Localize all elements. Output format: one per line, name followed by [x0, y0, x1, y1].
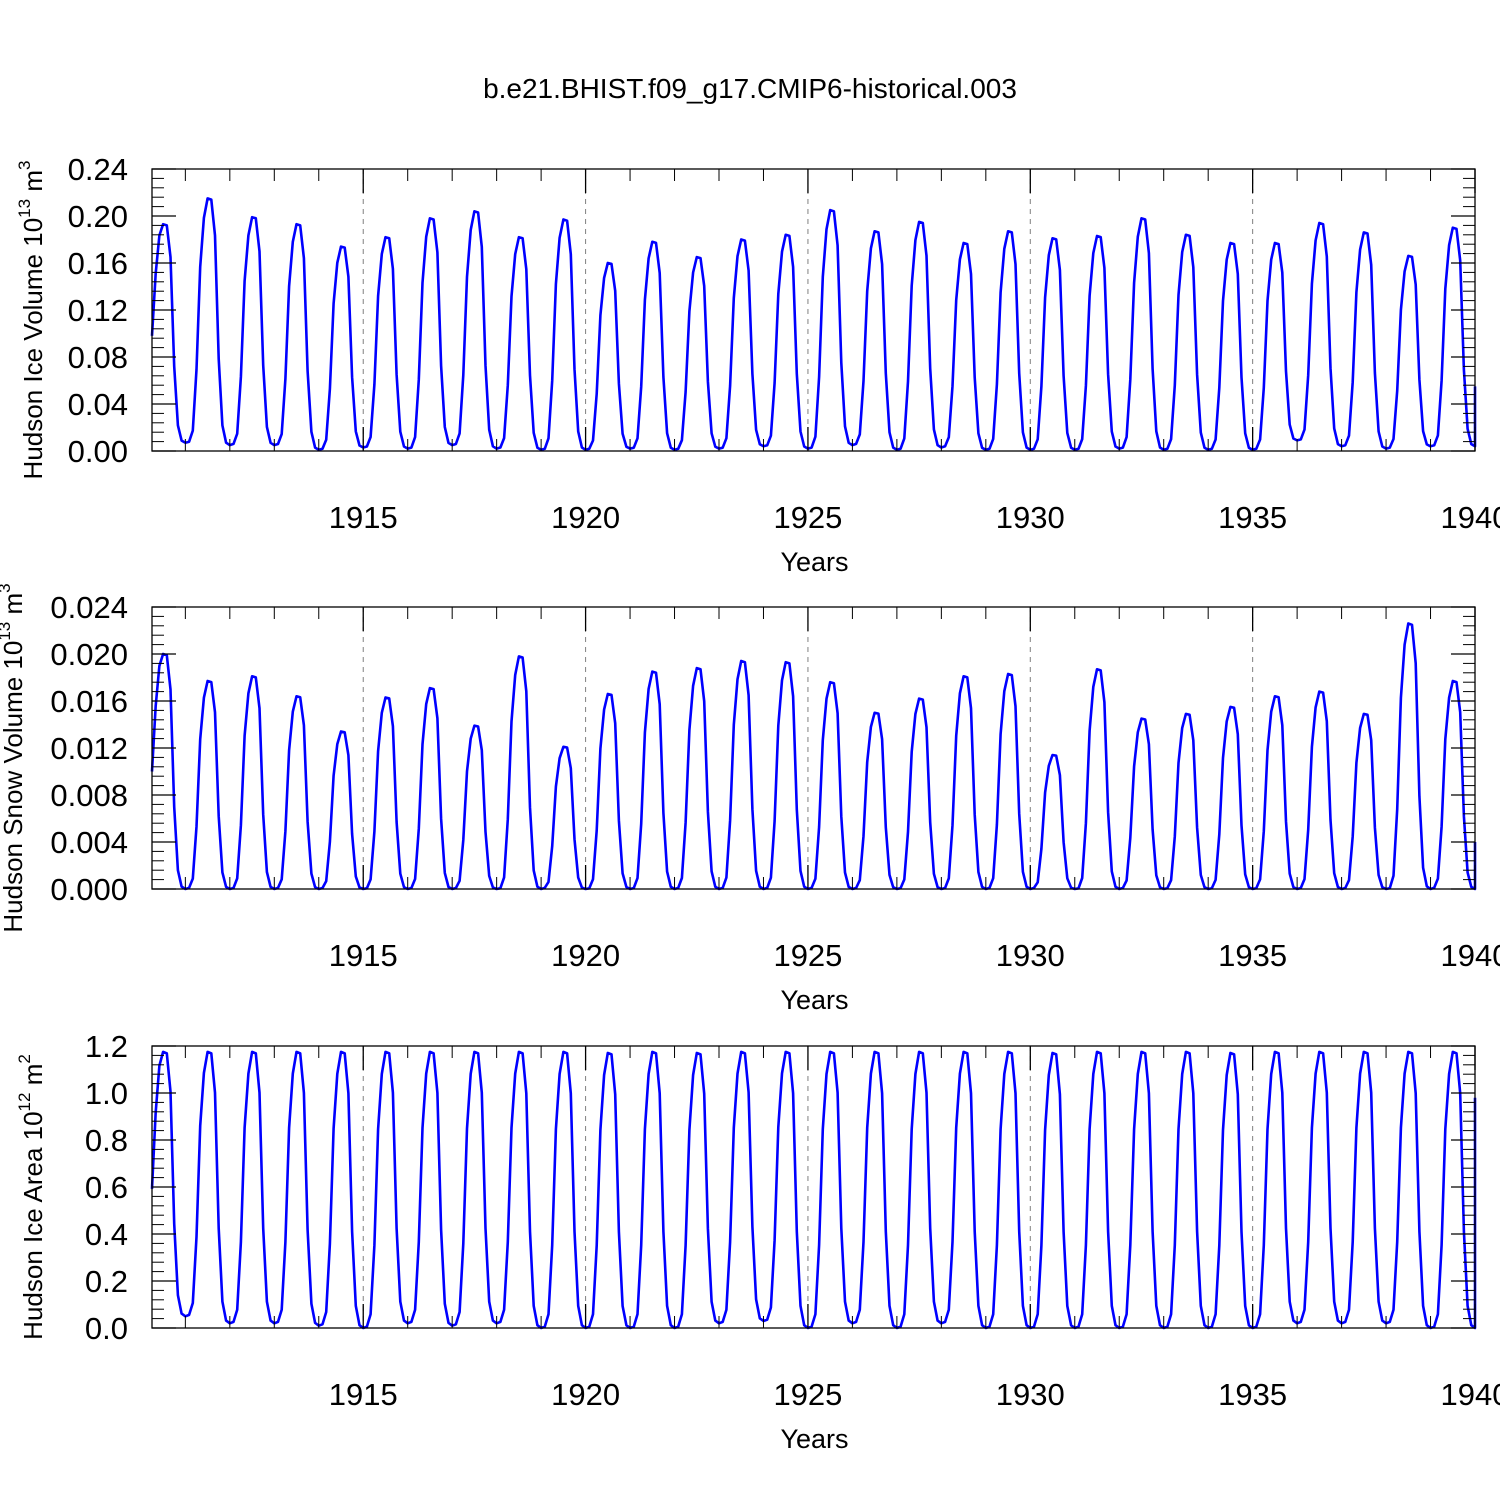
x-tick-label: 1925: [773, 1377, 842, 1412]
panel-snow-volume: 0.000 0.004 0.008 0.012 0.016 0.020 0.024 1915 1…: [0, 583, 1500, 1015]
y-tick-label: 0.8: [85, 1123, 128, 1158]
y-axis-label-text: m: [18, 170, 48, 199]
y-axis-label-superscript: 2: [15, 1054, 34, 1063]
x-tick-label: 1915: [329, 500, 398, 535]
x-tick-label: 1915: [329, 1377, 398, 1412]
x-tick-label: 1935: [1218, 500, 1287, 535]
x-tick-label: 1940: [1441, 938, 1500, 973]
x-tick-label: 1935: [1218, 1377, 1287, 1412]
x-tick-label: 1935: [1218, 938, 1287, 973]
panel-ice-volume: 0.00 0.04 0.08 0.12 0.16 0.20 0.24 1915 1920 1925…: [15, 152, 1500, 577]
y-tick-label: 0.20: [68, 199, 128, 234]
x-tick-label: 1925: [773, 500, 842, 535]
x-axis-label: Years: [780, 985, 848, 1015]
x-tick-label: 1930: [996, 938, 1065, 973]
y-tick-label: 0.12: [68, 293, 128, 328]
y-tick-label: 0.08: [68, 340, 128, 375]
y-axis-label-text: Hudson Snow Volume 10: [0, 641, 28, 933]
panel-ice-area: 0.0 0.2 0.4 0.6 0.8 1.0 1.2 1915 1920 1925 1930 193…: [15, 1029, 1500, 1454]
x-axis-label: Years: [780, 547, 848, 577]
y-axis-label-superscript: 13: [0, 622, 14, 641]
y-axis-label-text: m: [0, 593, 28, 622]
y-tick-label: 0.008: [50, 778, 128, 813]
y-axis-label-text: Hudson Ice Area 10: [18, 1111, 48, 1339]
y-tick-label: 0.004: [50, 825, 128, 860]
x-tick-label: 1920: [551, 938, 620, 973]
series-line-ice-area: [150, 1050, 1477, 1330]
y-tick-label: 0.00: [68, 434, 128, 469]
x-tick-label: 1920: [551, 500, 620, 535]
y-axis-label-text: m: [18, 1064, 48, 1093]
x-axis-label: Years: [780, 1424, 848, 1454]
y-axis-label: Hudson Ice Volume 1013 m3: [15, 161, 48, 480]
x-tick-label: 1930: [996, 1377, 1065, 1412]
series-line-ice-volume: [150, 197, 1477, 452]
y-axis-label-superscript: 13: [15, 199, 34, 218]
y-axis-label-superscript: 12: [15, 1093, 34, 1112]
y-tick-label: 0.024: [50, 590, 128, 625]
y-tick-label: 0.000: [50, 872, 128, 907]
x-tick-label: 1930: [996, 500, 1065, 535]
y-axis-label: Hudson Snow Volume 1013 m3: [0, 583, 28, 932]
y-tick-label: 0.0: [85, 1311, 128, 1346]
y-axis-label-text: Hudson Ice Volume 10: [18, 218, 48, 480]
y-axis-label-superscript: 3: [15, 161, 34, 170]
y-tick-label: 0.4: [85, 1217, 128, 1252]
y-axis-label-superscript: 3: [0, 583, 14, 592]
x-tick-label: 1920: [551, 1377, 620, 1412]
x-tick-label: 1940: [1441, 1377, 1500, 1412]
y-tick-label: 0.012: [50, 731, 128, 766]
series-line-snow-volume: [150, 622, 1477, 891]
y-tick-label: 0.016: [50, 684, 128, 719]
figure-title: b.e21.BHIST.f09_g17.CMIP6-historical.003: [483, 73, 1017, 104]
y-tick-label: 0.04: [68, 387, 128, 422]
y-tick-label: 0.24: [68, 152, 128, 187]
x-tick-label: 1925: [773, 938, 842, 973]
y-tick-label: 0.2: [85, 1264, 128, 1299]
x-tick-label: 1915: [329, 938, 398, 973]
y-tick-label: 0.16: [68, 246, 128, 281]
plot-frame: [151, 606, 1476, 890]
y-tick-label: 1.0: [85, 1076, 128, 1111]
y-tick-label: 1.2: [85, 1029, 128, 1064]
y-tick-label: 0.6: [85, 1170, 128, 1205]
x-tick-label: 1940: [1441, 500, 1500, 535]
y-axis-label: Hudson Ice Area 1012 m2: [15, 1054, 48, 1340]
y-tick-label: 0.020: [50, 637, 128, 672]
